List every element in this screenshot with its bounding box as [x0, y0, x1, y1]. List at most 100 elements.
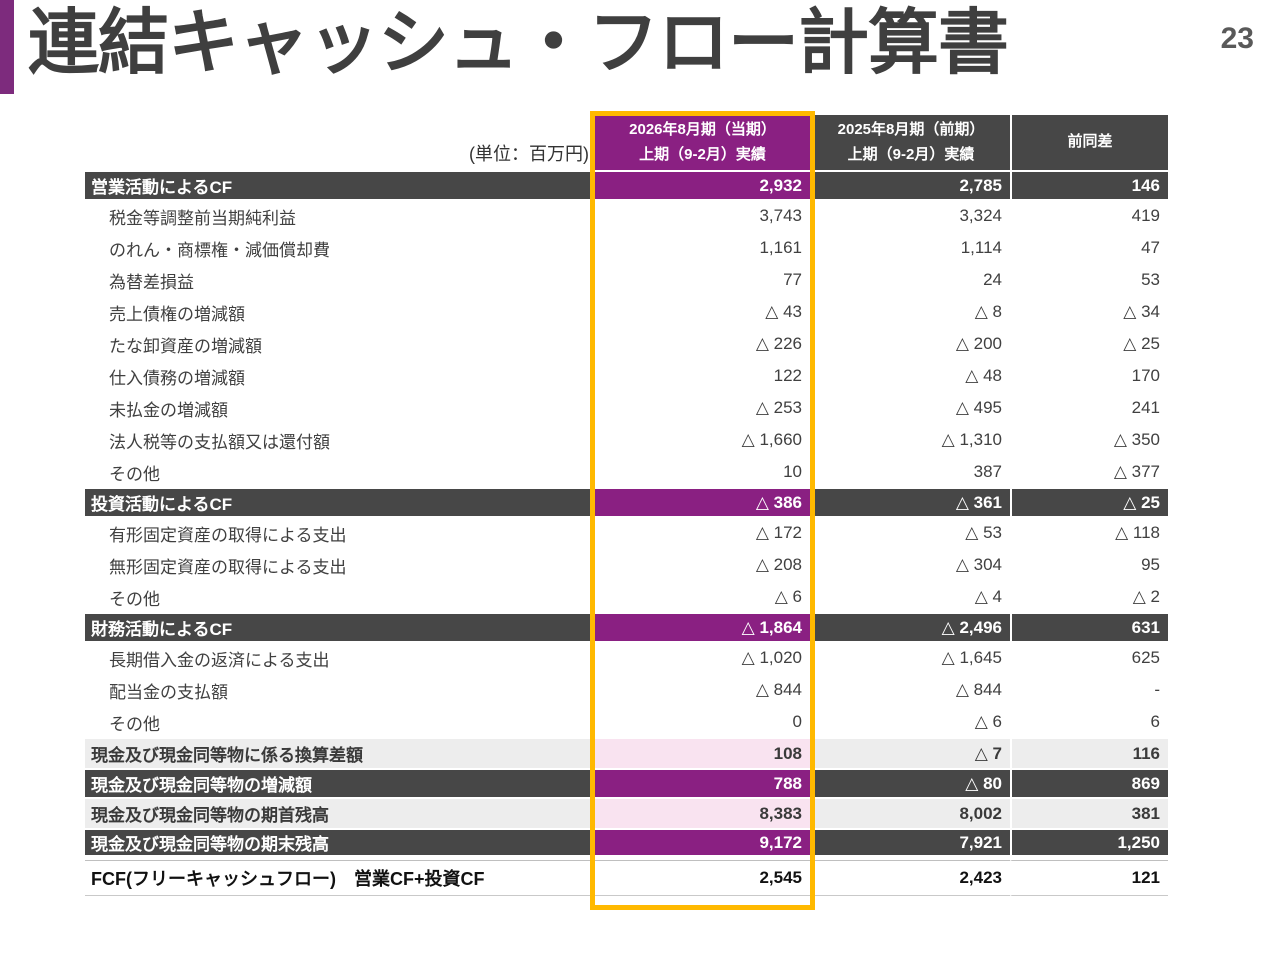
row-label: 法人税等の支払額又は還付額 — [85, 425, 595, 457]
cell-prior-period: △ 200 — [810, 329, 1010, 361]
cell-prior-period: △ 844 — [810, 675, 1010, 707]
cell-yoy-diff: 6 — [1010, 707, 1168, 739]
cell-yoy-diff: 1,250 — [1010, 830, 1168, 860]
column-header-line: 上期（9-2月）実績 — [847, 145, 975, 163]
cell-prior-period: 1,114 — [810, 233, 1010, 265]
table-row-detail: 為替差損益 77 24 53 — [85, 265, 1168, 297]
cell-prior-period: △ 2,496 — [810, 614, 1010, 643]
cell-current-period: 8,383 — [595, 799, 810, 830]
cell-current-period: △ 226 — [595, 329, 810, 361]
row-label: のれん・商標権・減価償却費 — [85, 233, 595, 265]
cell-current-period: △ 43 — [595, 297, 810, 329]
page-title: 連結キャッシュ・フロー計算書 — [28, 4, 1009, 83]
row-label: その他 — [85, 582, 595, 614]
table-row-section: 営業活動によるCF 2,932 2,785 146 — [85, 172, 1168, 201]
row-label: 営業活動によるCF — [85, 172, 595, 201]
cell-prior-period: △ 48 — [810, 361, 1010, 393]
cell-current-period: △ 844 — [595, 675, 810, 707]
table-row-section: 現金及び現金同等物の増減額 788 △ 80 869 — [85, 770, 1168, 799]
cell-current-period: 10 — [595, 457, 810, 489]
cell-current-period: 122 — [595, 361, 810, 393]
table-row-fcf: FCF(フリーキャッシュフロー) 営業CF+投資CF 2,545 2,423 121 — [85, 860, 1168, 896]
table-header-row: (単位：百万円) 2026年8月期（当期） 上期（9-2月）実績 2025年8月… — [85, 115, 1168, 172]
cell-current-period: 77 — [595, 265, 810, 297]
cell-current-period: 0 — [595, 707, 810, 739]
row-label: 財務活動によるCF — [85, 614, 595, 643]
cell-prior-period: 3,324 — [810, 201, 1010, 233]
cell-current-period: 1,161 — [595, 233, 810, 265]
unit-label: (単位：百万円) — [85, 115, 595, 172]
cell-yoy-diff: 116 — [1010, 739, 1168, 770]
cashflow-table-body: 営業活動によるCF 2,932 2,785 146 税金等調整前当期純利益 3,743 3,… — [85, 172, 1168, 896]
cell-current-period: 788 — [595, 770, 810, 799]
row-label: 配当金の支払額 — [85, 675, 595, 707]
column-header-line: 2026年8月期（当期） — [629, 120, 776, 138]
table-row-detail: のれん・商標権・減価償却費 1,161 1,114 47 — [85, 233, 1168, 265]
cell-prior-period: △ 8 — [810, 297, 1010, 329]
row-label: 現金及び現金同等物の期首残高 — [85, 799, 595, 830]
row-label: たな卸資産の増減額 — [85, 329, 595, 361]
table-row-section: 財務活動によるCF △ 1,864 △ 2,496 631 — [85, 614, 1168, 643]
cell-current-period: △ 172 — [595, 518, 810, 550]
table-row-detail: 未払金の増減額 △ 253 △ 495 241 — [85, 393, 1168, 425]
row-label: 現金及び現金同等物の期末残高 — [85, 830, 595, 860]
table-row-subtotal: 現金及び現金同等物に係る換算差額 108 △ 7 116 — [85, 739, 1168, 770]
row-label: 現金及び現金同等物に係る換算差額 — [85, 739, 595, 770]
cell-current-period: 9,172 — [595, 830, 810, 860]
table-row-detail: その他 10 387 △ 377 — [85, 457, 1168, 489]
cell-yoy-diff: 170 — [1010, 361, 1168, 393]
cell-prior-period: 7,921 — [810, 830, 1010, 860]
column-header-line: 2025年8月期（前期） — [837, 120, 985, 138]
row-label: 投資活動によるCF — [85, 489, 595, 518]
cell-current-period: 2,932 — [595, 172, 810, 201]
cell-yoy-diff: △ 2 — [1010, 582, 1168, 614]
cell-prior-period: △ 80 — [810, 770, 1010, 799]
table-row-detail: 有形固定資産の取得による支出 △ 172 △ 53 △ 118 — [85, 518, 1168, 550]
cell-current-period: 108 — [595, 739, 810, 770]
table-row-section: 現金及び現金同等物の期末残高 9,172 7,921 1,250 — [85, 830, 1168, 860]
table-row-detail: 税金等調整前当期純利益 3,743 3,324 419 — [85, 201, 1168, 233]
row-label: その他 — [85, 707, 595, 739]
cashflow-table-container: (単位：百万円) 2026年8月期（当期） 上期（9-2月）実績 2025年8月… — [85, 111, 1168, 910]
column-header-yoy-diff: 前同差 — [1010, 115, 1168, 172]
cell-yoy-diff: 241 — [1010, 393, 1168, 425]
cell-prior-period: 24 — [810, 265, 1010, 297]
cashflow-table: (単位：百万円) 2026年8月期（当期） 上期（9-2月）実績 2025年8月… — [85, 115, 1168, 896]
title-accent-bar — [0, 0, 14, 94]
table-row-detail: その他 △ 6 △ 4 △ 2 — [85, 582, 1168, 614]
cell-yoy-diff: 121 — [1010, 860, 1168, 896]
cell-current-period: △ 6 — [595, 582, 810, 614]
cell-current-period: 2,545 — [595, 860, 810, 896]
row-label: 税金等調整前当期純利益 — [85, 201, 595, 233]
cell-current-period: △ 1,864 — [595, 614, 810, 643]
cell-prior-period: 387 — [810, 457, 1010, 489]
cell-yoy-diff: △ 350 — [1010, 425, 1168, 457]
cell-yoy-diff: △ 25 — [1010, 489, 1168, 518]
cell-current-period: △ 386 — [595, 489, 810, 518]
table-row-detail: 仕入債務の増減額 122 △ 48 170 — [85, 361, 1168, 393]
cell-yoy-diff: 47 — [1010, 233, 1168, 265]
column-header-current-period: 2026年8月期（当期） 上期（9-2月）実績 — [595, 115, 810, 172]
column-header-line: 前同差 — [1067, 133, 1113, 151]
cell-current-period: △ 1,660 — [595, 425, 810, 457]
cell-yoy-diff: 95 — [1010, 550, 1168, 582]
cell-yoy-diff: 53 — [1010, 265, 1168, 297]
table-row-detail: たな卸資産の増減額 △ 226 △ 200 △ 25 — [85, 329, 1168, 361]
table-row-section: 投資活動によるCF △ 386 △ 361 △ 25 — [85, 489, 1168, 518]
cell-current-period: △ 1,020 — [595, 643, 810, 675]
table-row-detail: 法人税等の支払額又は還付額 △ 1,660 △ 1,310 △ 350 — [85, 425, 1168, 457]
cell-yoy-diff: △ 118 — [1010, 518, 1168, 550]
cell-yoy-diff: 869 — [1010, 770, 1168, 799]
row-label: FCF(フリーキャッシュフロー) 営業CF+投資CF — [85, 860, 595, 896]
row-label: 売上債権の増減額 — [85, 297, 595, 329]
cell-prior-period: 8,002 — [810, 799, 1010, 830]
cell-prior-period: △ 361 — [810, 489, 1010, 518]
cell-prior-period: △ 6 — [810, 707, 1010, 739]
row-label: 有形固定資産の取得による支出 — [85, 518, 595, 550]
cell-prior-period: △ 1,310 — [810, 425, 1010, 457]
row-label: 仕入債務の増減額 — [85, 361, 595, 393]
cell-yoy-diff: 631 — [1010, 614, 1168, 643]
cell-yoy-diff: 146 — [1010, 172, 1168, 201]
